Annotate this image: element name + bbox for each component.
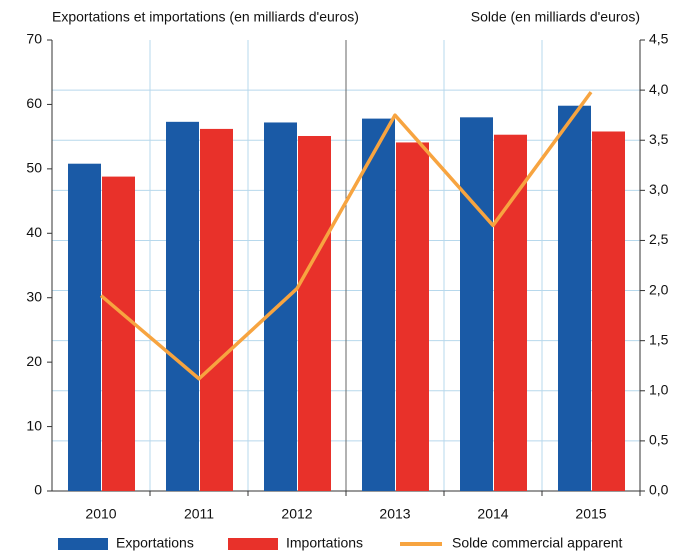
x-tick-label: 2012 (281, 506, 312, 522)
y2-tick-label: 0,5 (649, 432, 669, 448)
y2-axis-title: Solde (en milliards d'euros) (471, 9, 640, 25)
y-tick-label: 20 (26, 353, 42, 369)
bar (592, 131, 625, 491)
y2-tick-label: 3,0 (649, 181, 669, 197)
bar (396, 142, 429, 492)
bar (460, 117, 493, 492)
bar (200, 128, 233, 491)
legend-label: Solde commercial apparent (452, 535, 623, 551)
y-tick-label: 30 (26, 288, 42, 304)
bar (166, 121, 199, 492)
x-tick-label: 2013 (379, 506, 410, 522)
y2-tick-label: 1,5 (649, 331, 669, 347)
y-tick-label: 10 (26, 417, 42, 433)
y-tick-label: 70 (26, 31, 42, 47)
bar (558, 105, 591, 492)
bar (68, 163, 101, 491)
legend-swatch (58, 538, 108, 550)
y-axis-title: Exportations et importations (en milliar… (52, 9, 359, 25)
y-tick-label: 0 (34, 482, 42, 498)
y2-tick-label: 0,0 (649, 482, 669, 498)
legend-label: Exportations (116, 535, 194, 551)
y-tick-label: 40 (26, 224, 42, 240)
x-tick-label: 2011 (184, 506, 214, 522)
bar (298, 135, 331, 491)
y2-tick-label: 2,0 (649, 281, 669, 297)
x-tick-label: 2014 (477, 506, 508, 522)
bar (264, 122, 297, 492)
legend-swatch (228, 538, 278, 550)
y-tick-label: 60 (26, 95, 42, 111)
y2-tick-label: 4,0 (649, 81, 669, 97)
legend-label: Importations (286, 535, 363, 551)
y2-tick-label: 2,5 (649, 231, 669, 247)
x-tick-label: 2015 (575, 506, 606, 522)
line (99, 91, 593, 381)
y2-tick-label: 4,5 (649, 31, 669, 47)
bar (102, 176, 135, 492)
y2-tick-label: 1,0 (649, 381, 669, 397)
x-tick-label: 2010 (85, 506, 116, 522)
y2-tick-label: 3,5 (649, 131, 669, 147)
bar (494, 134, 527, 491)
bar (362, 118, 395, 492)
y-tick-label: 50 (26, 160, 42, 176)
